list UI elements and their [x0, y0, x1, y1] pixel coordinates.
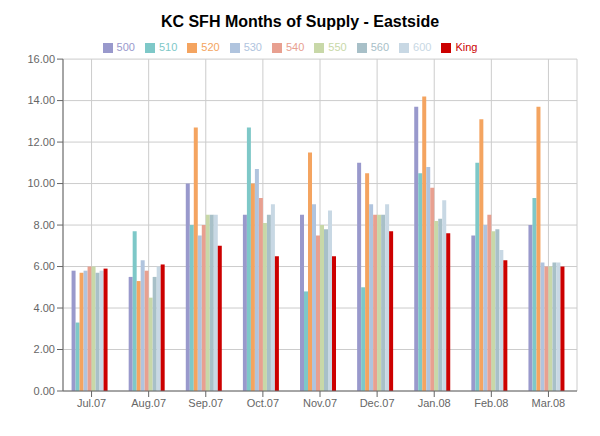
html-text:560: 560 [370, 41, 390, 53]
html-text:500: 500 [116, 41, 135, 53]
svg-text:0.00: 0.00 [34, 385, 55, 397]
svg-text:8.00: 8.00 [34, 219, 55, 231]
svg-text:Jul.07: Jul.07 [77, 397, 106, 409]
html-text:510: 510 [158, 41, 178, 53]
svg-text:Feb.08: Feb.08 [474, 397, 508, 409]
html-text:600: 600 [413, 41, 432, 53]
svg-text:12.00: 12.00 [27, 136, 55, 148]
svg-text:Aug.07: Aug.07 [131, 397, 166, 409]
svg-text:10.00: 10.00 [27, 177, 55, 189]
html-text:King: King [455, 41, 478, 53]
svg-text:Jan.08: Jan.08 [418, 397, 451, 409]
svg-text:6.00: 6.00 [34, 260, 55, 272]
html-text:530: 530 [243, 41, 262, 53]
html-text:550: 550 [328, 41, 347, 53]
svg-text:Dec.07: Dec.07 [360, 397, 395, 409]
svg-text:4.00: 4.00 [34, 302, 55, 314]
svg-text:14.00: 14.00 [27, 94, 55, 106]
svg-text:Sep.07: Sep.07 [188, 397, 223, 409]
svg-text:Oct.07: Oct.07 [247, 397, 279, 409]
svg-text:Nov.07: Nov.07 [303, 397, 337, 409]
svg-text:16.00: 16.00 [27, 53, 55, 65]
html-text:520: 520 [201, 41, 220, 53]
svg-text:Mar.08: Mar.08 [532, 397, 566, 409]
html-text:KC SFH Months of Supply - East: KC SFH Months of Supply - Eastside [160, 13, 440, 30]
svg-text:2.00: 2.00 [34, 343, 55, 355]
html-text:540: 540 [286, 41, 305, 53]
